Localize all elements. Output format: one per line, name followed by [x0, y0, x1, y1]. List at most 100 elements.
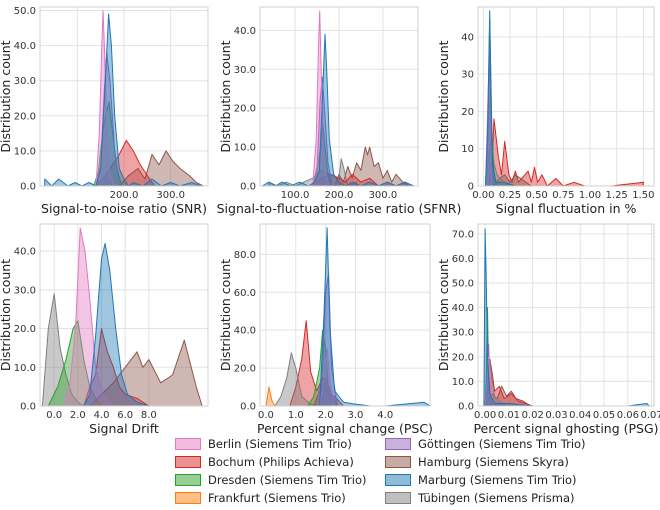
x-tick-label: 300.0 [369, 190, 398, 201]
x-tick-label: 0.05 [593, 410, 615, 421]
chart-panel: 0.0 10.0 20.0 30.0 40.0 50.0 200.0 300.0Signal-… [0, 6, 209, 216]
chart-panel: 0.0 10.0 20.0 30.0 40.0 0.0 2.0 4.0 6.0 8.0Signal… [0, 223, 209, 436]
legend-label: Hamburg (Siemens Skyra) [418, 455, 569, 469]
chart-panel: 0.0 20.0 40.0 60.0 80.0 0.0 1.0 2.0 3.0 4.0Percen… [218, 223, 433, 436]
series-area [485, 10, 516, 187]
series-area [44, 13, 202, 187]
y-tick-label: 60.0 [452, 254, 474, 265]
x-tick-label: 100.0 [281, 190, 310, 201]
legend-label: Berlin (Siemens Tim Trio) [208, 437, 352, 451]
legend-swatch [385, 456, 411, 468]
y-tick-label: 40.0 [234, 26, 256, 37]
x-tick-label: 1.00 [579, 190, 601, 201]
legend-swatch [175, 456, 201, 468]
x-tick-label: 3.0 [347, 410, 363, 421]
series-area [118, 150, 204, 187]
x-tick-label: 0.07 [640, 410, 660, 421]
y-tick-label: 10.0 [14, 146, 36, 157]
x-tick-label: 0.25 [499, 190, 521, 201]
y-tick-label: 30.0 [14, 76, 36, 87]
x-axis-label: Signal-to-fluctuation-noise ratio (SFNR) [217, 201, 462, 216]
x-tick-label: 0.04 [569, 410, 591, 421]
y-tick-label: 20.0 [452, 352, 474, 363]
legend-label: Frankfurt (Siemens Trio) [208, 491, 346, 505]
plot-frame [39, 223, 209, 407]
y-tick-label: 0.0 [20, 402, 36, 413]
chart-panel: 0.0 10.0 20.0 30.0 40.0 100.0 200.0 300.0Signal… [217, 6, 462, 216]
y-tick-label: 60.0 [234, 288, 256, 299]
chart-panel: 0 10 20 30 40 0.00 0.25 0.50 0.75 1.00 1.25 1.50Sig… [436, 6, 655, 216]
y-axis-label: Distribution count [218, 40, 233, 152]
x-tick-label: 0.03 [545, 410, 567, 421]
x-tick-label: 0.50 [526, 190, 548, 201]
series-area [63, 227, 114, 407]
y-tick-label: 40.0 [14, 41, 36, 52]
y-tick-label: 20.0 [234, 364, 256, 375]
legend-swatch [385, 474, 411, 486]
x-tick-label: 200.0 [110, 190, 139, 201]
x-tick-label: 1.0 [288, 410, 304, 421]
y-tick-label: 0.0 [240, 402, 256, 413]
y-tick-label: 10.0 [234, 143, 256, 154]
y-axis-label: Distribution count [0, 40, 13, 152]
plot-frame [259, 223, 431, 407]
y-tick-label: 50.0 [14, 6, 36, 17]
legend-label: Bochum (Philips Achieva) [208, 455, 354, 469]
x-axis-label: Percent signal ghosting (PSG) [473, 421, 658, 436]
y-tick-label: 40.0 [452, 303, 474, 314]
series-area [312, 10, 330, 187]
x-tick-label: 0.02 [522, 410, 544, 421]
legend-swatch [175, 474, 201, 486]
x-axis-label: Percent signal change (PSC) [257, 421, 433, 436]
series-area [261, 33, 415, 187]
y-tick-label: 30.0 [234, 65, 256, 76]
y-tick-label: 10.0 [14, 363, 36, 374]
x-tick-label: 0.0 [46, 410, 62, 421]
y-tick-label: 70.0 [452, 229, 474, 240]
legend-swatch [385, 438, 411, 450]
x-tick-label: 1.25 [606, 190, 628, 201]
y-axis-label: Distribution count [218, 259, 233, 371]
y-tick-label: 30 [461, 70, 474, 81]
legend-item: Hamburg (Siemens Skyra) [385, 453, 605, 471]
legend-swatch [385, 492, 411, 504]
plot-frame [259, 6, 419, 187]
y-tick-label: 30.0 [14, 285, 36, 296]
legend-item: Dresden (Siemens Tim Trio) [175, 471, 385, 489]
x-tick-label: 4.0 [94, 410, 110, 421]
x-axis-label: Signal Drift [89, 421, 159, 436]
y-axis-label: Distribution count [436, 40, 451, 152]
y-tick-label: 0.0 [240, 182, 256, 193]
legend-swatch [175, 438, 201, 450]
x-tick-label: 0.0 [258, 410, 274, 421]
y-tick-label: 20 [461, 107, 474, 118]
x-tick-label: 2.0 [318, 410, 334, 421]
y-axis-label: Distribution count [436, 259, 451, 371]
plot-frame [39, 6, 209, 187]
series-area [319, 227, 431, 407]
series-area [83, 242, 150, 407]
x-tick-label: 4.0 [377, 410, 393, 421]
y-tick-label: 40 [461, 32, 474, 43]
plot-frame [477, 6, 655, 187]
x-tick-label: 0.06 [617, 410, 639, 421]
series-area [493, 174, 532, 187]
y-tick-label: 20.0 [234, 104, 256, 115]
series-area [289, 320, 344, 407]
legend-label: Dresden (Siemens Tim Trio) [208, 473, 367, 487]
x-tick-label: 8.0 [141, 410, 157, 421]
legend-item: Göttingen (Siemens Tim Trio) [385, 435, 605, 453]
legend-item: Marburg (Siemens Tim Trio) [385, 471, 605, 489]
y-tick-label: 10 [461, 144, 474, 155]
y-tick-label: 10.0 [452, 377, 474, 388]
legend-item: Bochum (Philips Achieva) [175, 453, 385, 471]
series-area [483, 228, 650, 407]
legend-label: Tübingen (Siemens Prisma) [418, 491, 575, 505]
x-tick-label: 0.00 [474, 410, 496, 421]
x-tick-label: 0.75 [552, 190, 574, 201]
x-axis-label: Signal-to-noise ratio (SNR) [41, 201, 207, 216]
legend-item: Berlin (Siemens Tim Trio) [175, 435, 385, 453]
legend-item: Frankfurt (Siemens Trio) [175, 489, 385, 507]
x-tick-label: 200.0 [325, 190, 354, 201]
